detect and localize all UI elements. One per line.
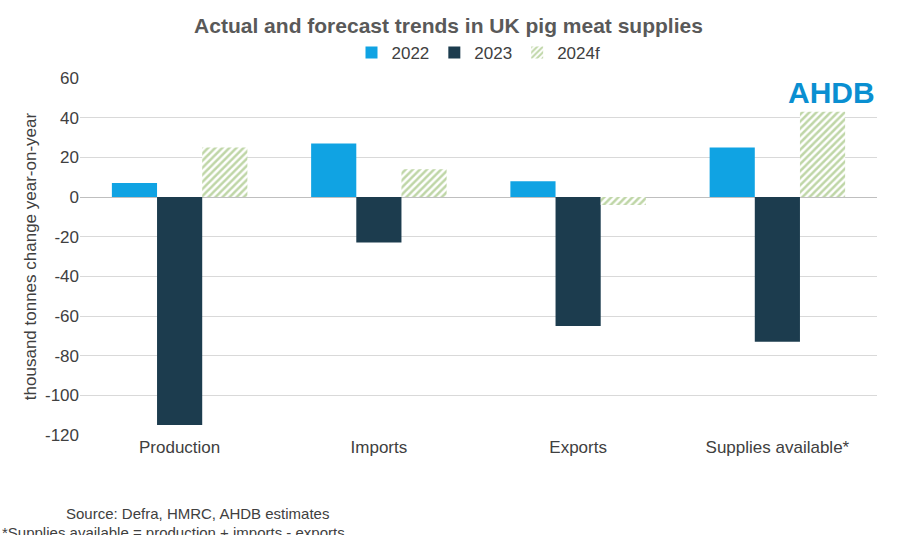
svg-text:Imports: Imports <box>351 438 408 457</box>
svg-text:Supplies available*: Supplies available* <box>706 438 850 457</box>
svg-text:thousand tonnes change year-on: thousand tonnes change year-on-year <box>21 113 40 401</box>
svg-text:Source: Defra, HMRC, AHDB esti: Source: Defra, HMRC, AHDB estimates <box>66 505 329 522</box>
svg-text:-20: -20 <box>54 228 79 247</box>
svg-text:Production: Production <box>139 438 220 457</box>
svg-text:2024f: 2024f <box>557 44 600 63</box>
svg-text:60: 60 <box>60 69 79 88</box>
svg-text:-120: -120 <box>45 426 79 445</box>
svg-text:40: 40 <box>60 109 79 128</box>
svg-text:-60: -60 <box>54 307 79 326</box>
svg-text:*Supplies available = producti: *Supplies available = production + impor… <box>2 524 345 535</box>
svg-text:-80: -80 <box>54 347 79 366</box>
svg-text:Actual and forecast trends in: Actual and forecast trends in UK pig mea… <box>194 14 703 37</box>
svg-text:2022: 2022 <box>392 44 430 63</box>
svg-text:-40: -40 <box>54 267 79 286</box>
svg-text:0: 0 <box>70 188 79 207</box>
svg-text:20: 20 <box>60 148 79 167</box>
svg-text:-100: -100 <box>45 386 79 405</box>
svg-text:Exports: Exports <box>549 438 607 457</box>
svg-text:AHDB: AHDB <box>788 76 875 109</box>
svg-text:2023: 2023 <box>474 44 512 63</box>
